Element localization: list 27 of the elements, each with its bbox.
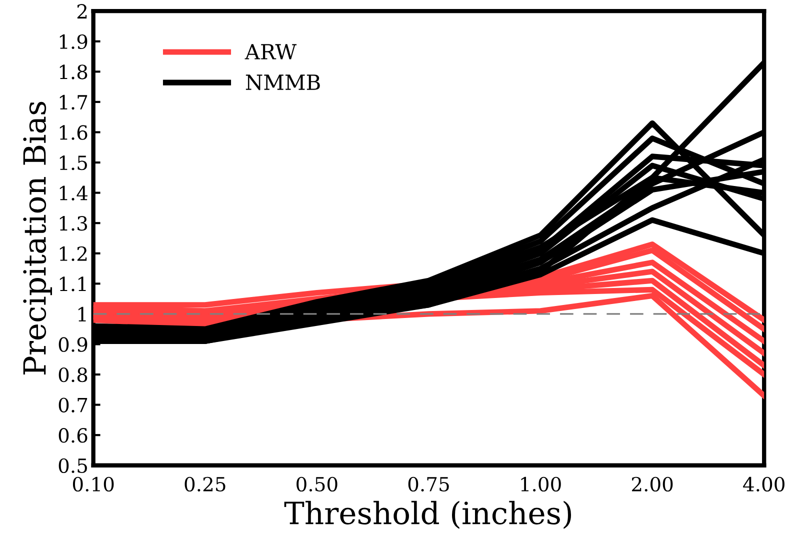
x-tick-label: 0.25 — [184, 476, 226, 492]
y-tick-label: 0.6 — [58, 428, 88, 443]
x-tick-label: 4.00 — [743, 476, 784, 492]
y-tick-label: 0.9 — [58, 337, 88, 352]
legend-label: NMMB — [246, 74, 320, 90]
legend-label: ARW — [244, 44, 297, 60]
y-tick-label: 1.7 — [60, 94, 88, 110]
y-tick-label: 0.7 — [58, 398, 88, 412]
y-tick-label: 1.1 — [60, 276, 86, 292]
y-tick-label: 1 — [78, 306, 86, 322]
x-axis-title: Threshold (inches) — [284, 500, 572, 529]
x-tick-label: 0.50 — [296, 476, 338, 492]
y-tick-label: 1.5 — [60, 155, 87, 170]
x-tick-label: 0.10 — [72, 476, 114, 492]
y-tick-label: 0.8 — [58, 367, 88, 382]
x-tick-label: 1.00 — [521, 476, 561, 492]
y-tick-label: 1.3 — [60, 216, 88, 231]
y-axis-title: Precipitation Bias — [23, 102, 52, 374]
x-tick-label: 0.75 — [408, 476, 449, 492]
y-tick-label: 1.8 — [60, 64, 88, 80]
y-tick-label: 0.5 — [58, 458, 87, 474]
y-tick-label: 1.9 — [60, 34, 88, 50]
y-tick-label: 1.6 — [60, 125, 88, 140]
x-tick-label: 2.00 — [632, 476, 673, 492]
y-tick-label: 2 — [77, 4, 87, 18]
y-tick-label: 1.2 — [60, 246, 87, 262]
y-tick-label: 1.4 — [60, 186, 88, 200]
